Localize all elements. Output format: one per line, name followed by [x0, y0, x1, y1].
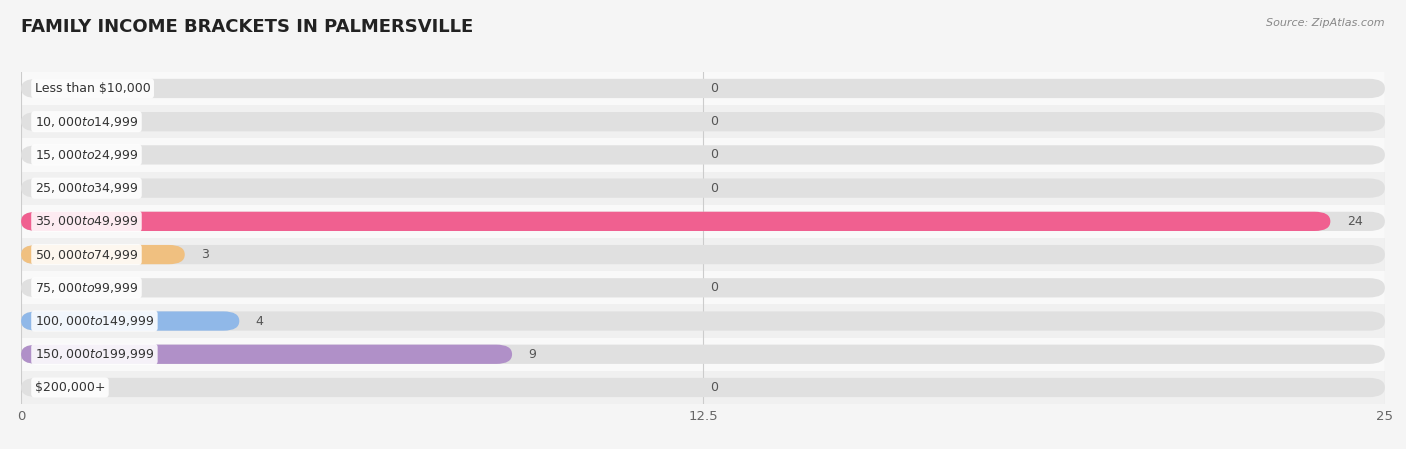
FancyBboxPatch shape [21, 345, 512, 364]
FancyBboxPatch shape [21, 278, 1385, 297]
FancyBboxPatch shape [21, 345, 1385, 364]
FancyBboxPatch shape [21, 212, 1330, 231]
FancyBboxPatch shape [21, 312, 1385, 330]
FancyBboxPatch shape [21, 138, 1385, 172]
Text: 24: 24 [1347, 215, 1362, 228]
Text: $150,000 to $199,999: $150,000 to $199,999 [35, 347, 155, 361]
Text: 0: 0 [710, 149, 718, 161]
Text: 0: 0 [710, 182, 718, 194]
FancyBboxPatch shape [21, 371, 1385, 404]
FancyBboxPatch shape [21, 212, 1385, 231]
FancyBboxPatch shape [21, 304, 1385, 338]
Text: $25,000 to $34,999: $25,000 to $34,999 [35, 181, 138, 195]
Text: 9: 9 [529, 348, 536, 361]
Text: Less than $10,000: Less than $10,000 [35, 82, 150, 95]
FancyBboxPatch shape [21, 238, 1385, 271]
Text: FAMILY INCOME BRACKETS IN PALMERSVILLE: FAMILY INCOME BRACKETS IN PALMERSVILLE [21, 18, 474, 36]
FancyBboxPatch shape [21, 205, 1385, 238]
FancyBboxPatch shape [21, 338, 1385, 371]
Text: $75,000 to $99,999: $75,000 to $99,999 [35, 281, 138, 295]
Text: 0: 0 [710, 115, 718, 128]
Text: $10,000 to $14,999: $10,000 to $14,999 [35, 114, 138, 129]
Text: $50,000 to $74,999: $50,000 to $74,999 [35, 247, 138, 262]
Text: Source: ZipAtlas.com: Source: ZipAtlas.com [1267, 18, 1385, 28]
Text: $200,000+: $200,000+ [35, 381, 105, 394]
FancyBboxPatch shape [21, 112, 1385, 131]
Text: 0: 0 [710, 381, 718, 394]
FancyBboxPatch shape [21, 312, 239, 330]
FancyBboxPatch shape [21, 145, 1385, 164]
FancyBboxPatch shape [21, 245, 184, 264]
FancyBboxPatch shape [21, 271, 1385, 304]
Text: $100,000 to $149,999: $100,000 to $149,999 [35, 314, 155, 328]
FancyBboxPatch shape [21, 172, 1385, 205]
Text: 0: 0 [710, 282, 718, 294]
Text: 3: 3 [201, 248, 209, 261]
FancyBboxPatch shape [21, 79, 1385, 98]
Text: 0: 0 [710, 82, 718, 95]
Text: $35,000 to $49,999: $35,000 to $49,999 [35, 214, 138, 229]
FancyBboxPatch shape [21, 179, 1385, 198]
FancyBboxPatch shape [21, 72, 1385, 105]
Text: $15,000 to $24,999: $15,000 to $24,999 [35, 148, 138, 162]
FancyBboxPatch shape [21, 105, 1385, 138]
Text: 4: 4 [256, 315, 263, 327]
FancyBboxPatch shape [21, 245, 1385, 264]
FancyBboxPatch shape [21, 378, 1385, 397]
